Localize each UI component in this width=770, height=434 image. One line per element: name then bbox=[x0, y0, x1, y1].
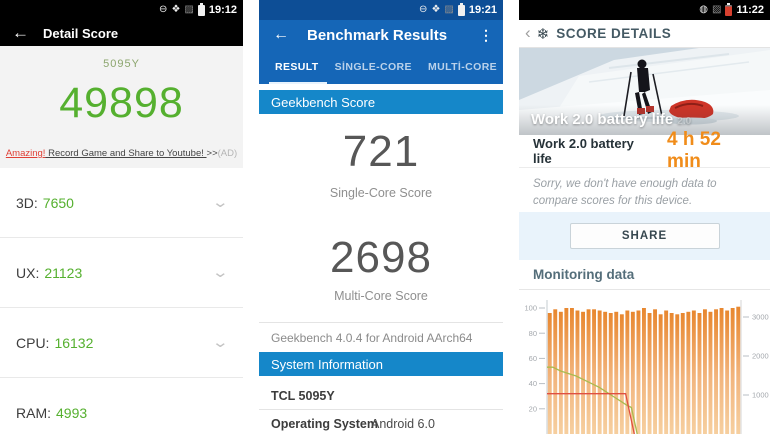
antutu-panel: ⊖ ❖ ▨ 19:12 ← Detail Score 5095Y 49898 A… bbox=[0, 0, 243, 434]
battery-result-row: Work 2.0 battery life 4 h 52 min bbox=[519, 129, 770, 172]
app-version-text: Geekbench 4.0.4 for Android AArch64 bbox=[271, 331, 473, 345]
row-value: 7650 bbox=[42, 194, 74, 211]
svg-text:1000: 1000 bbox=[752, 391, 769, 400]
row-label: CPU: bbox=[16, 334, 50, 351]
app-bar: ← Benchmark Results ⋮ bbox=[259, 20, 503, 50]
vpn-icon: ❖ bbox=[431, 4, 441, 15]
multi-core-label: Multi-Core Score bbox=[334, 289, 428, 303]
svg-text:40: 40 bbox=[529, 379, 537, 388]
score-row-cpu[interactable]: CPU: 16132 ⌄ bbox=[0, 308, 243, 378]
do-not-disturb-icon: ⊖ bbox=[159, 4, 168, 15]
app-bar: ‹ ❄ SCORE DETAILS bbox=[519, 20, 770, 48]
share-section: SHARE bbox=[519, 212, 770, 260]
score-row-3d[interactable]: 3D: 7650 ⌄ bbox=[0, 168, 243, 238]
svg-text:100: 100 bbox=[524, 304, 537, 313]
row-value: 4993 bbox=[56, 405, 88, 421]
clock: 19:21 bbox=[468, 4, 497, 16]
section-header-geekbench-score: Geekbench Score bbox=[259, 90, 503, 114]
geekbench-panel: ⊖ ❖ ▨ 19:21 ← Benchmark Results ⋮ RESULT… bbox=[259, 0, 503, 434]
row-label: RAM: bbox=[16, 405, 51, 421]
svg-text:80: 80 bbox=[529, 329, 537, 338]
divider bbox=[259, 409, 503, 410]
row-label: 3D: bbox=[16, 194, 38, 211]
ad-text[interactable]: Record Game and Share to Youtube! bbox=[45, 148, 207, 159]
status-bar: ◍ ▨ 11:22 bbox=[519, 0, 770, 20]
no-sim-icon: ▨ bbox=[712, 4, 722, 15]
ad-highlight[interactable]: Amazing! bbox=[5, 148, 46, 159]
os-label: Operating System bbox=[271, 417, 378, 431]
svg-text:20: 20 bbox=[529, 404, 537, 413]
page-title: Detail Score bbox=[43, 25, 119, 41]
tab-multi-core[interactable]: MULTİ-CORE bbox=[427, 61, 498, 73]
tab-single-core[interactable]: SİNGLE-CORE bbox=[334, 61, 412, 73]
single-core-score: 721 bbox=[342, 127, 420, 176]
row-label: UX: bbox=[16, 264, 40, 281]
pcmark-logo-icon: ❄ bbox=[536, 25, 550, 43]
battery-icon bbox=[457, 3, 465, 16]
app-bar: ← Detail Score bbox=[0, 20, 243, 46]
clock: 11:22 bbox=[736, 4, 764, 16]
tab-result[interactable]: RESULT bbox=[269, 50, 327, 84]
ad-tag: (AD) bbox=[217, 148, 238, 159]
hero-title: Work 2.0 battery life 2.0 bbox=[531, 111, 692, 128]
score-summary: 5095Y 49898 Amazing! Record Game and Sha… bbox=[0, 46, 243, 168]
status-bar: ⊖ ❖ ▨ 19:12 bbox=[0, 0, 243, 20]
row-value: 16132 bbox=[54, 334, 94, 351]
battery-low-icon bbox=[725, 3, 733, 16]
divider bbox=[259, 322, 503, 323]
back-arrow-icon[interactable]: ← bbox=[273, 26, 289, 43]
pcmark-panel: ◍ ▨ 11:22 ‹ ❄ SCORE DETAILS bbox=[519, 0, 770, 434]
result-label: Work 2.0 battery life bbox=[533, 136, 634, 166]
ad-banner[interactable]: Amazing! Record Game and Share to Youtub… bbox=[0, 148, 243, 159]
score-row-ram[interactable]: RAM: 4993 bbox=[0, 378, 243, 434]
back-chevron-icon[interactable]: ‹ bbox=[525, 22, 531, 42]
clock: 19:12 bbox=[208, 4, 237, 16]
data-saver-icon: ◍ bbox=[699, 4, 709, 15]
svg-text:3000: 3000 bbox=[752, 313, 769, 322]
vpn-icon: ❖ bbox=[171, 4, 181, 15]
result-value: 4 h 52 min bbox=[667, 129, 721, 172]
ad-arrows[interactable]: >> bbox=[206, 148, 218, 159]
svg-text:60: 60 bbox=[529, 354, 537, 363]
section-header-system-information: System Information bbox=[259, 352, 503, 376]
hero-image: Work 2.0 battery life 2.0 bbox=[519, 48, 770, 135]
no-sim-icon: ▨ bbox=[444, 4, 454, 15]
monitoring-data-header: Monitoring data bbox=[519, 260, 770, 290]
monitoring-chart: 20 40 60 80 100 1000 2000 3000 bbox=[519, 290, 770, 434]
page-title: Benchmark Results bbox=[307, 26, 448, 44]
do-not-disturb-icon: ⊖ bbox=[419, 4, 428, 15]
svg-text:2000: 2000 bbox=[752, 352, 769, 361]
share-button[interactable]: SHARE bbox=[569, 223, 720, 249]
os-value: Android 6.0 bbox=[371, 417, 435, 431]
no-comparison-note: Sorry, we don't have enough data to comp… bbox=[519, 168, 770, 212]
row-value: 21123 bbox=[44, 264, 83, 281]
page-title: SCORE DETAILS bbox=[556, 26, 672, 41]
battery-icon bbox=[197, 3, 205, 16]
tab-bar: RESULT SİNGLE-CORE MULTİ-CORE bbox=[259, 50, 503, 84]
total-score: 49898 bbox=[59, 79, 184, 127]
status-bar: ⊖ ❖ ▨ 19:21 bbox=[259, 0, 503, 20]
single-core-label: Single-Core Score bbox=[329, 186, 433, 200]
score-row-ux[interactable]: UX: 21123 ⌄ bbox=[0, 238, 243, 308]
no-sim-icon: ▨ bbox=[184, 4, 194, 15]
back-arrow-icon[interactable]: ← bbox=[12, 23, 29, 42]
device-name: TCL 5095Y bbox=[271, 389, 335, 403]
hero-illustration bbox=[519, 48, 770, 135]
overflow-menu-icon[interactable]: ⋮ bbox=[479, 26, 493, 43]
hero-version-badge: 2.0 bbox=[677, 116, 692, 127]
device-name: 5095Y bbox=[103, 58, 140, 70]
multi-core-score: 2698 bbox=[330, 233, 432, 282]
